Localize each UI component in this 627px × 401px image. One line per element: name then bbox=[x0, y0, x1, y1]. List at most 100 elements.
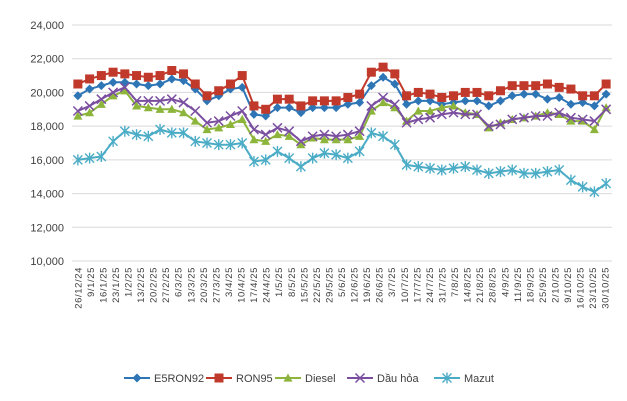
data-point bbox=[319, 129, 330, 140]
data-point bbox=[155, 104, 165, 113]
x-tick-label: 17/7/25 bbox=[412, 267, 423, 303]
data-point bbox=[531, 81, 541, 91]
data-point bbox=[96, 71, 106, 81]
data-point bbox=[519, 89, 529, 99]
legend-label: Mazut bbox=[464, 373, 494, 385]
data-point bbox=[85, 84, 95, 94]
data-point bbox=[495, 96, 505, 106]
data-point bbox=[73, 111, 83, 120]
x-tick-label: 11/9/25 bbox=[513, 267, 524, 302]
series-line bbox=[77, 128, 607, 194]
data-point bbox=[214, 123, 224, 132]
data-point bbox=[495, 166, 506, 178]
x-tick-label: 27/2/25 bbox=[161, 267, 172, 303]
data-point bbox=[96, 94, 107, 105]
data-point bbox=[108, 91, 118, 100]
data-point bbox=[284, 152, 295, 164]
data-point bbox=[518, 112, 529, 123]
data-point bbox=[272, 122, 283, 133]
data-point bbox=[155, 71, 165, 81]
data-point bbox=[179, 108, 189, 117]
data-point bbox=[589, 116, 600, 127]
data-point bbox=[530, 167, 541, 179]
data-point bbox=[131, 129, 142, 141]
data-point bbox=[284, 94, 294, 104]
data-point bbox=[331, 135, 341, 144]
legend-item: Dầu hỏa bbox=[347, 372, 419, 385]
x-tick-label: 9/10/25 bbox=[563, 267, 574, 303]
data-point bbox=[531, 89, 541, 99]
data-point bbox=[378, 98, 388, 107]
x-tick-label: 6/3/25 bbox=[174, 267, 185, 297]
data-point bbox=[119, 82, 130, 93]
series-line bbox=[77, 86, 607, 143]
data-point bbox=[167, 104, 177, 113]
data-point bbox=[601, 103, 611, 112]
data-point bbox=[155, 79, 165, 89]
data-point bbox=[331, 131, 342, 142]
data-point bbox=[401, 117, 412, 128]
data-point bbox=[507, 91, 517, 101]
data-point bbox=[460, 161, 471, 173]
data-point bbox=[202, 137, 212, 149]
data-point bbox=[366, 127, 377, 139]
data-point bbox=[178, 127, 189, 139]
data-point bbox=[589, 91, 599, 101]
data-point bbox=[190, 116, 200, 125]
data-point bbox=[119, 125, 130, 137]
gridlines bbox=[72, 24, 612, 262]
data-point bbox=[108, 87, 119, 98]
x-tick-label: 15/5/25 bbox=[299, 267, 310, 303]
data-point bbox=[448, 107, 459, 118]
x-tick-label: 23/1/25 bbox=[111, 267, 122, 303]
y-tick-label: 10,000 bbox=[30, 256, 64, 268]
legend-marker bbox=[442, 372, 452, 384]
data-point bbox=[179, 69, 189, 79]
data-point bbox=[354, 145, 365, 157]
data-point bbox=[167, 66, 177, 76]
data-point bbox=[589, 125, 599, 134]
series-lines bbox=[72, 62, 612, 198]
data-point bbox=[166, 94, 177, 105]
data-point bbox=[413, 114, 424, 125]
x-tick-label: 3/4/25 bbox=[224, 267, 235, 297]
data-point bbox=[449, 101, 459, 110]
x-tick-label: 24/4/25 bbox=[262, 267, 273, 303]
data-point bbox=[131, 95, 142, 106]
data-point bbox=[249, 135, 259, 144]
data-point bbox=[390, 79, 400, 89]
data-point bbox=[601, 89, 611, 99]
x-tick-label: 12/6/25 bbox=[350, 267, 361, 303]
data-point bbox=[132, 79, 142, 89]
data-point bbox=[589, 101, 599, 111]
data-point bbox=[108, 135, 119, 147]
x-tick-label: 21/8/25 bbox=[475, 267, 486, 303]
data-point bbox=[366, 100, 377, 111]
data-point bbox=[143, 72, 153, 82]
data-point bbox=[319, 135, 329, 144]
legend-label: E5RON92 bbox=[154, 373, 204, 385]
data-point bbox=[214, 86, 224, 96]
series-4 bbox=[72, 124, 612, 198]
data-point bbox=[202, 91, 212, 101]
x-tick-label: 27/3/25 bbox=[211, 267, 222, 303]
x-tick-label: 10/4/25 bbox=[237, 267, 248, 303]
series-line bbox=[77, 76, 607, 118]
data-point bbox=[378, 72, 388, 82]
x-tick-label: 26/12/24 bbox=[73, 267, 84, 309]
data-point bbox=[85, 74, 95, 84]
x-tick-label: 28/8/25 bbox=[488, 267, 499, 303]
data-point bbox=[190, 105, 201, 117]
data-point bbox=[542, 79, 552, 89]
data-point bbox=[402, 99, 412, 109]
y-tick-label: 24,000 bbox=[30, 20, 64, 32]
x-tick-label: 29/5/25 bbox=[324, 267, 335, 303]
y-tick-label: 16,000 bbox=[30, 155, 64, 167]
data-point bbox=[225, 119, 235, 129]
data-point bbox=[167, 74, 177, 84]
data-point bbox=[343, 92, 353, 102]
x-tick-label: 30/10/25 bbox=[601, 267, 612, 309]
data-point bbox=[284, 126, 295, 137]
data-point bbox=[601, 79, 611, 89]
data-point bbox=[472, 164, 482, 176]
